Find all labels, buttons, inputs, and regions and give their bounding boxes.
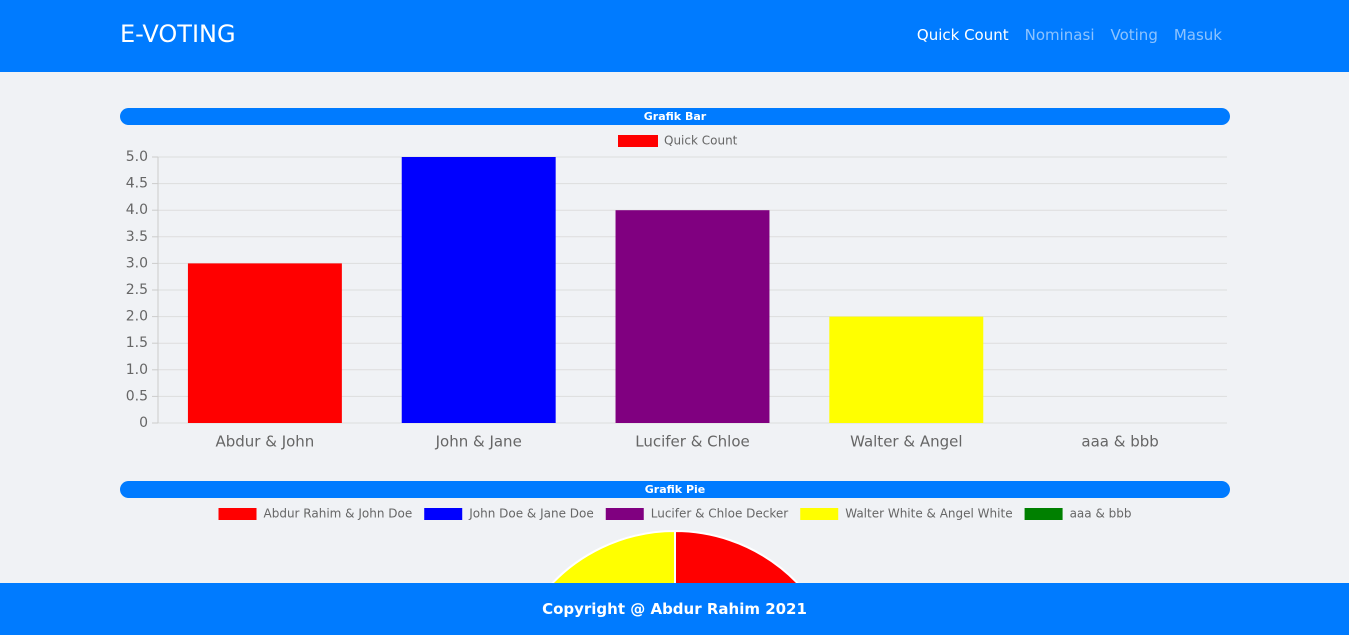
legend-label: aaa & bbb — [1070, 507, 1132, 521]
nav-link[interactable]: Masuk — [1173, 26, 1222, 44]
footer: Copyright @ Abdur Rahim 2021 — [0, 583, 1349, 635]
chart-title: Grafik Pie — [645, 483, 705, 496]
legend-label: John Doe & Jane Doe — [468, 507, 594, 521]
legend-swatch — [424, 508, 463, 520]
title-pill — [120, 481, 1230, 498]
menu: Quick Count Nominasi Voting Masuk — [917, 26, 1222, 44]
y-tick-label: 2.0 — [126, 309, 148, 325]
legend-swatch — [605, 508, 644, 520]
legend-label: Lucifer & Chloe Decker — [651, 507, 789, 521]
x-tick-label: aaa & bbb — [1081, 433, 1158, 451]
y-tick-label: 3.5 — [126, 229, 148, 245]
legend-label: Abdur Rahim & John Doe — [264, 507, 413, 521]
pie-slice — [551, 529, 676, 583]
nav-link[interactable]: Quick Count — [916, 26, 1009, 44]
legend-label: Walter White & Angel White — [845, 507, 1012, 521]
chart-title: Grafik Bar — [644, 110, 707, 123]
y-tick-label: 1.0 — [126, 362, 148, 378]
y-tick-label: 3.0 — [126, 255, 148, 271]
bar — [401, 157, 556, 423]
x-tick-label: Abdur & John — [215, 433, 314, 451]
navbar: E-VOTING Quick Count Nominasi Voting Mas… — [0, 0, 1349, 72]
x-tick-label: John & Jane — [435, 433, 522, 451]
x-tick-label: Lucifer & Chloe — [635, 433, 749, 451]
footer-text: Copyright @ Abdur Rahim 2021 — [542, 600, 807, 618]
y-tick-label: 0.5 — [126, 388, 148, 404]
legend-swatch — [1024, 508, 1063, 520]
nav-link[interactable]: Voting — [1110, 26, 1158, 44]
charts: Grafik Bar Grafik Pie Quick Count 0 0.5 1.0… — [120, 108, 1230, 583]
legend-swatch — [618, 135, 658, 147]
brand[interactable]: E-VOTING — [120, 20, 236, 48]
bar — [829, 316, 984, 423]
y-tick-label: 0 — [139, 415, 148, 431]
y-tick-label: 4.5 — [126, 176, 148, 192]
legend-swatch — [800, 508, 839, 520]
legend-swatch — [218, 508, 257, 520]
title-pill — [120, 108, 1230, 125]
bar — [615, 210, 770, 423]
y-tick-label: 2.5 — [126, 282, 148, 298]
bar — [187, 263, 342, 423]
nav-link[interactable]: Nominasi — [1024, 26, 1095, 44]
y-tick-label: 5.0 — [126, 149, 148, 165]
pie-slice — [674, 529, 799, 583]
y-tick-label: 1.5 — [126, 335, 148, 351]
legend-label: Quick Count — [664, 134, 738, 148]
y-tick-label: 4.0 — [126, 202, 148, 218]
x-tick-label: Walter & Angel — [850, 433, 962, 451]
